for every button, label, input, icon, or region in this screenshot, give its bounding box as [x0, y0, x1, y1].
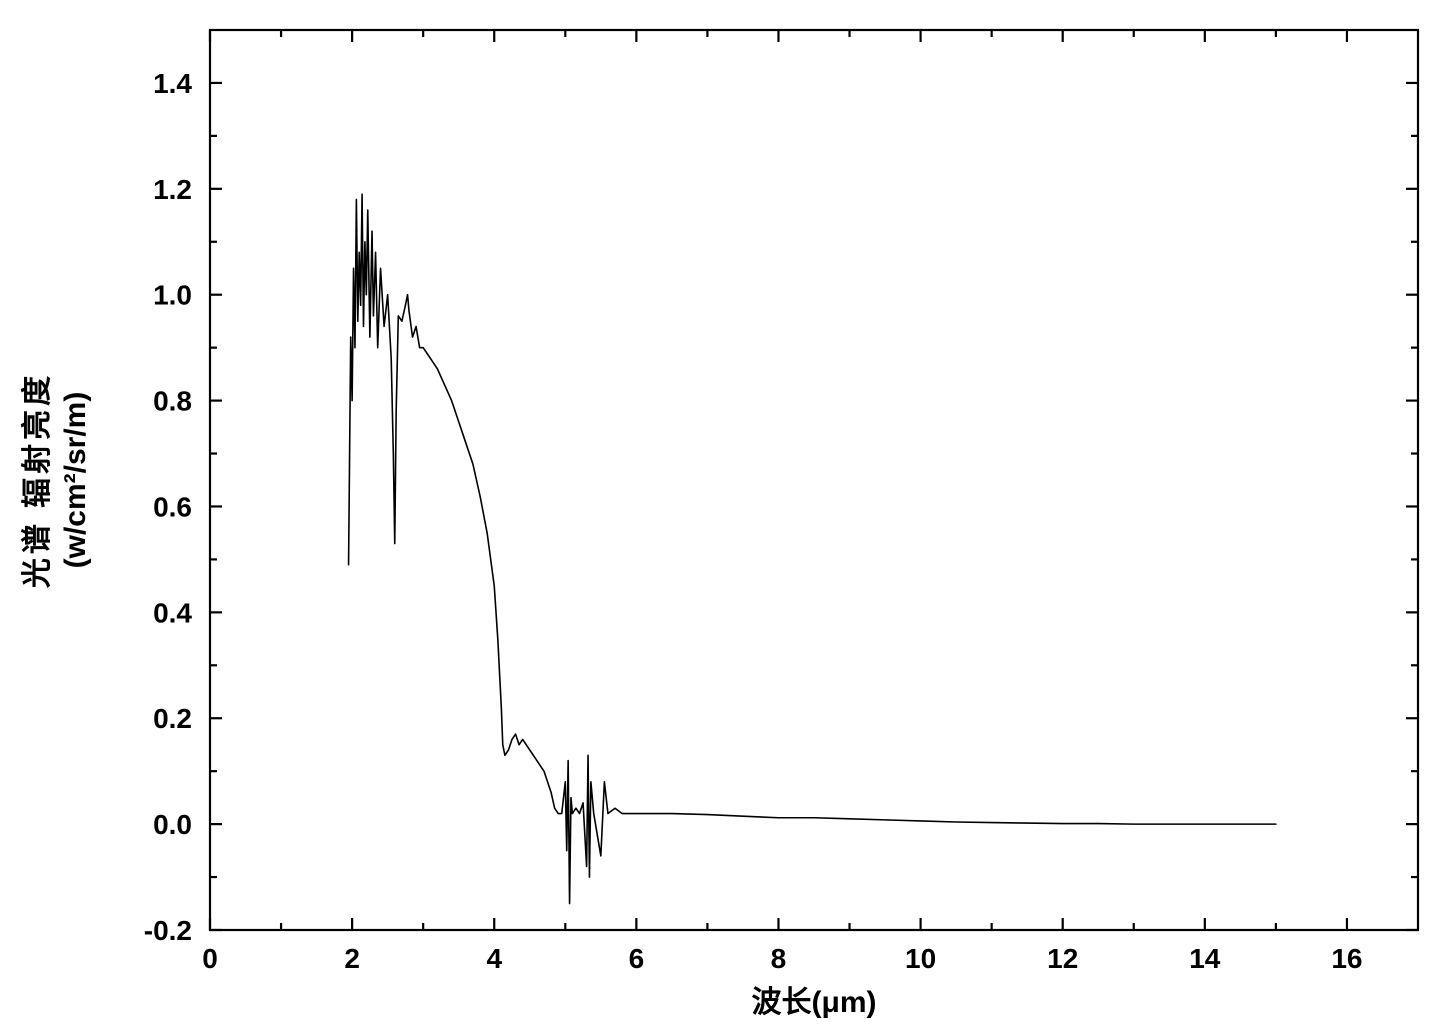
x-tick-label: 12 — [1047, 943, 1078, 974]
spectrum-chart: 0 2 4 6 8 10 12 14 16 -0.2 0.0 0.2 0.4 0.6 0.8 1.0 1.2 1.… — [0, 0, 1448, 1033]
x-axis-label: 波长(μm) — [751, 986, 876, 1019]
y-tick-label: 0.4 — [153, 597, 192, 628]
x-tick-label: 8 — [771, 943, 787, 974]
y-axis-label-top: 光谱 辐射亮度 — [21, 372, 54, 588]
y-tick-label: 0.6 — [153, 491, 192, 522]
y-axis-label-bottom: (w/cm²/sr/m) — [59, 392, 92, 569]
y-tick-label: 1.4 — [153, 68, 192, 99]
y-tick-label: 1.0 — [153, 280, 192, 311]
y-tick-label: 0.0 — [153, 809, 192, 840]
x-tick-label: 4 — [486, 943, 502, 974]
y-tick-label: 0.8 — [153, 386, 192, 417]
x-tick-label: 16 — [1331, 943, 1362, 974]
y-tick-label: 0.2 — [153, 703, 192, 734]
y-tick-label: 1.2 — [153, 174, 192, 205]
chart-container: 0 2 4 6 8 10 12 14 16 -0.2 0.0 0.2 0.4 0.6 0.8 1.0 1.2 1.… — [0, 0, 1448, 1033]
x-tick-label: 14 — [1189, 943, 1221, 974]
x-tick-label: 2 — [344, 943, 360, 974]
x-tick-label: 0 — [202, 943, 218, 974]
x-tick-label: 6 — [629, 943, 645, 974]
x-tick-label: 10 — [905, 943, 936, 974]
y-tick-label: -0.2 — [144, 915, 192, 946]
